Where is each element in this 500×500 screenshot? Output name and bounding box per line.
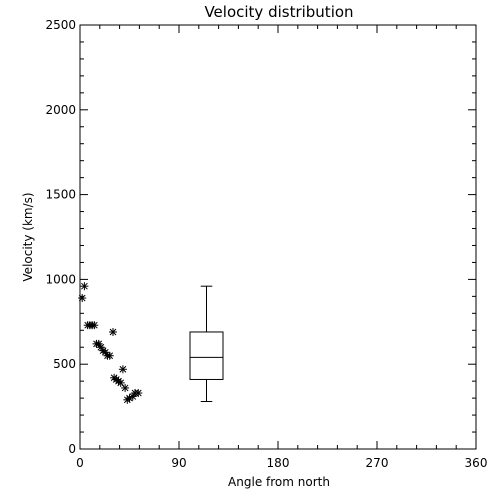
chart-title: Velocity distribution [204, 3, 353, 21]
x-axis-label: Angle from north [228, 475, 330, 489]
scatter-point-stroke [119, 365, 127, 373]
y-tick-label: 0 [68, 442, 76, 456]
axis-ticks: 0 90 180 270 360 0 500 1000 1500 2000 2500 [45, 18, 487, 470]
y-tick-label: 500 [53, 357, 76, 371]
scatter-point-stroke [95, 340, 103, 348]
x-tick-label: 270 [366, 456, 389, 470]
y-tick-label: 1000 [45, 272, 76, 286]
scatter-point-stroke [101, 348, 109, 356]
scatter-point [118, 365, 127, 374]
x-tick-label: 0 [76, 456, 84, 470]
y-tick-label: 2500 [45, 18, 76, 32]
scatter-point [134, 389, 143, 398]
y-tick-label: 1500 [45, 188, 76, 202]
scatter-point [105, 351, 114, 360]
scatter-point [109, 327, 117, 336]
boxplot-box [189, 331, 224, 380]
scatter-point-stroke [97, 343, 105, 351]
scatter-point-stroke [134, 389, 142, 397]
y-tick-label: 2000 [45, 103, 76, 117]
x-tick-label: 360 [465, 456, 488, 470]
scatter-point-stroke [121, 384, 129, 392]
scatter-point-stroke [106, 352, 114, 360]
scatter-point-stroke [81, 282, 88, 290]
x-tick-label: 180 [267, 456, 290, 470]
scatter-point [121, 383, 130, 392]
boxplot [189, 285, 224, 403]
scatter-point-stroke [109, 328, 117, 336]
scatter-point [80, 282, 89, 291]
scatter-point-stroke [90, 321, 98, 329]
scatter-point-stroke [78, 294, 86, 302]
scatter-point [78, 294, 87, 303]
y-axis-label: Velocity (km/s) [21, 192, 35, 281]
scatter-point-stroke [117, 379, 125, 387]
scatter-points [78, 282, 143, 404]
scatter-point [90, 321, 99, 330]
x-tick-label: 90 [171, 456, 186, 470]
